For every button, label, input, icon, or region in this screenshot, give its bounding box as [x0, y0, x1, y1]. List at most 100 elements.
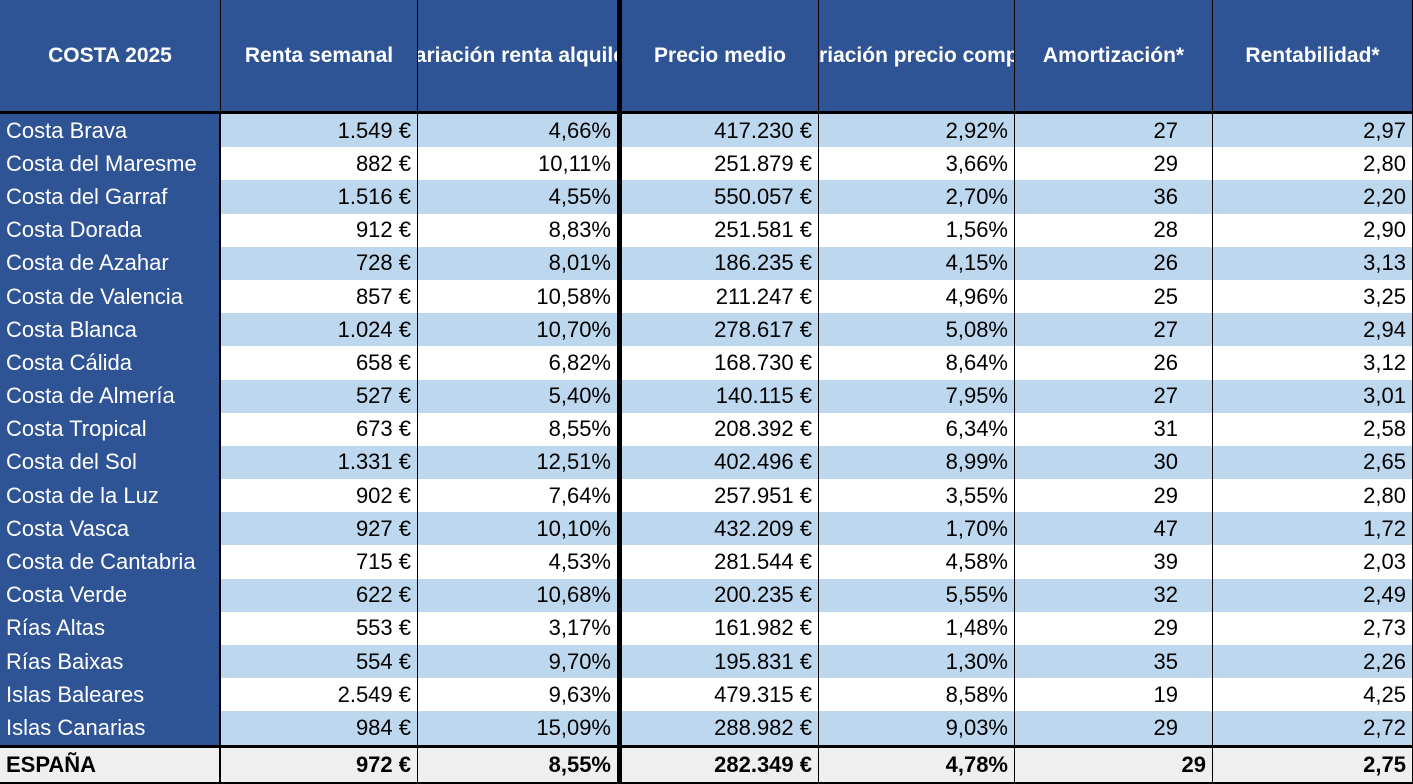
cell-rentabilidad: 2,58	[1213, 412, 1413, 446]
cell-variacion-precio: 1,30%	[819, 645, 1015, 679]
cell-rentabilidad: 2,73	[1213, 611, 1413, 645]
cell-variacion-precio: 1,56%	[819, 213, 1015, 247]
cell-precio-medio: 200.235 €	[618, 578, 819, 612]
cell-renta-semanal: 673 €	[221, 412, 418, 446]
header-precio-medio: Precio medio	[618, 0, 819, 114]
cell-renta-semanal: 912 €	[221, 213, 418, 247]
cell-rentabilidad: 2,80	[1213, 147, 1413, 181]
cell-rentabilidad: 2,72	[1213, 711, 1413, 745]
cell-variacion-renta: 8,55%	[418, 412, 618, 446]
cell-rentabilidad: 3,01	[1213, 379, 1413, 413]
cell-amortizacion: 31	[1015, 412, 1213, 446]
cell-renta-semanal: 527 €	[221, 379, 418, 413]
cell-variacion-precio: 9,03%	[819, 711, 1015, 745]
cell-variacion-precio: 4,96%	[819, 279, 1015, 314]
cell-rentabilidad: 4,25	[1213, 678, 1413, 712]
total-cell-costa: ESPAÑA	[0, 744, 221, 782]
cell-rentabilidad: 2,97	[1213, 114, 1413, 148]
cell-rentabilidad: 3,13	[1213, 246, 1413, 280]
cell-precio-medio: 186.235 €	[618, 246, 819, 280]
cell-variacion-renta: 10,58%	[418, 279, 618, 314]
cell-precio-medio: 550.057 €	[618, 180, 819, 214]
cell-rentabilidad: 3,25	[1213, 279, 1413, 314]
cell-precio-medio: 195.831 €	[618, 645, 819, 679]
cell-costa: Costa de Azahar	[0, 246, 221, 280]
cell-variacion-renta: 9,63%	[418, 678, 618, 712]
cell-variacion-renta: 10,10%	[418, 512, 618, 546]
cell-precio-medio: 257.951 €	[618, 479, 819, 513]
cell-variacion-renta: 7,64%	[418, 479, 618, 513]
cell-rentabilidad: 1,72	[1213, 512, 1413, 546]
cell-renta-semanal: 554 €	[221, 645, 418, 679]
cell-variacion-renta: 9,70%	[418, 645, 618, 679]
cell-variacion-precio: 3,66%	[819, 147, 1015, 181]
cell-variacion-renta: 10,70%	[418, 313, 618, 347]
cell-variacion-precio: 2,92%	[819, 114, 1015, 148]
cell-amortizacion: 29	[1015, 479, 1213, 513]
cell-precio-medio: 432.209 €	[618, 512, 819, 546]
cell-variacion-precio: 2,70%	[819, 180, 1015, 214]
cell-variacion-renta: 10,68%	[418, 578, 618, 612]
total-cell-rentabilidad: 2,75	[1213, 744, 1413, 782]
cell-amortizacion: 26	[1015, 346, 1213, 380]
cell-precio-medio: 161.982 €	[618, 611, 819, 645]
cell-amortizacion: 30	[1015, 445, 1213, 480]
cell-amortizacion: 26	[1015, 246, 1213, 280]
cell-amortizacion: 27	[1015, 313, 1213, 347]
cell-precio-medio: 417.230 €	[618, 114, 819, 148]
cell-rentabilidad: 2,80	[1213, 479, 1413, 513]
cell-costa: Costa Blanca	[0, 313, 221, 347]
cell-variacion-renta: 4,66%	[418, 114, 618, 148]
cell-rentabilidad: 2,03	[1213, 545, 1413, 579]
cell-precio-medio: 140.115 €	[618, 379, 819, 413]
cell-variacion-precio: 5,55%	[819, 578, 1015, 612]
cell-costa: Costa de Almería	[0, 379, 221, 413]
cell-renta-semanal: 1.024 €	[221, 313, 418, 347]
total-cell-variacion-precio: 4,78%	[819, 744, 1015, 782]
cell-costa: Costa de Valencia	[0, 279, 221, 314]
total-cell-variacion-renta: 8,55%	[418, 744, 618, 782]
cell-variacion-renta: 8,01%	[418, 246, 618, 280]
cell-rentabilidad: 2,26	[1213, 645, 1413, 679]
total-cell-amortizacion: 29	[1015, 744, 1213, 782]
header-variacion-precio: Variación precio compra	[819, 0, 1015, 114]
cell-variacion-precio: 5,08%	[819, 313, 1015, 347]
cell-amortizacion: 29	[1015, 611, 1213, 645]
total-cell-precio-medio: 282.349 €	[618, 744, 819, 782]
cell-variacion-renta: 10,11%	[418, 147, 618, 181]
cell-precio-medio: 288.982 €	[618, 711, 819, 745]
cell-costa: Costa del Sol	[0, 445, 221, 480]
cell-precio-medio: 281.544 €	[618, 545, 819, 579]
cell-variacion-precio: 6,34%	[819, 412, 1015, 446]
cell-rentabilidad: 2,49	[1213, 578, 1413, 612]
cell-variacion-renta: 4,55%	[418, 180, 618, 214]
cell-precio-medio: 251.879 €	[618, 147, 819, 181]
cell-renta-semanal: 658 €	[221, 346, 418, 380]
cell-variacion-renta: 5,40%	[418, 379, 618, 413]
header-costa: COSTA 2025	[0, 0, 221, 114]
cell-renta-semanal: 553 €	[221, 611, 418, 645]
cell-renta-semanal: 927 €	[221, 512, 418, 546]
cell-variacion-precio: 4,15%	[819, 246, 1015, 280]
cell-renta-semanal: 1.516 €	[221, 180, 418, 214]
cell-variacion-renta: 15,09%	[418, 711, 618, 745]
cell-rentabilidad: 2,65	[1213, 445, 1413, 480]
cell-variacion-precio: 7,95%	[819, 379, 1015, 413]
header-renta-semanal: Renta semanal	[221, 0, 418, 114]
cell-costa: Costa Brava	[0, 114, 221, 148]
cell-costa: Islas Baleares	[0, 678, 221, 712]
cell-variacion-precio: 4,58%	[819, 545, 1015, 579]
cell-costa: Costa Vasca	[0, 512, 221, 546]
cell-precio-medio: 402.496 €	[618, 445, 819, 480]
cell-variacion-precio: 3,55%	[819, 479, 1015, 513]
cell-variacion-renta: 6,82%	[418, 346, 618, 380]
cell-costa: Rías Baixas	[0, 645, 221, 679]
cell-amortizacion: 29	[1015, 711, 1213, 745]
cell-costa: Costa de Cantabria	[0, 545, 221, 579]
cell-costa: Costa Verde	[0, 578, 221, 612]
cell-costa: Costa Tropical	[0, 412, 221, 446]
cell-costa: Costa del Maresme	[0, 147, 221, 181]
cell-variacion-precio: 1,70%	[819, 512, 1015, 546]
cell-variacion-renta: 4,53%	[418, 545, 618, 579]
